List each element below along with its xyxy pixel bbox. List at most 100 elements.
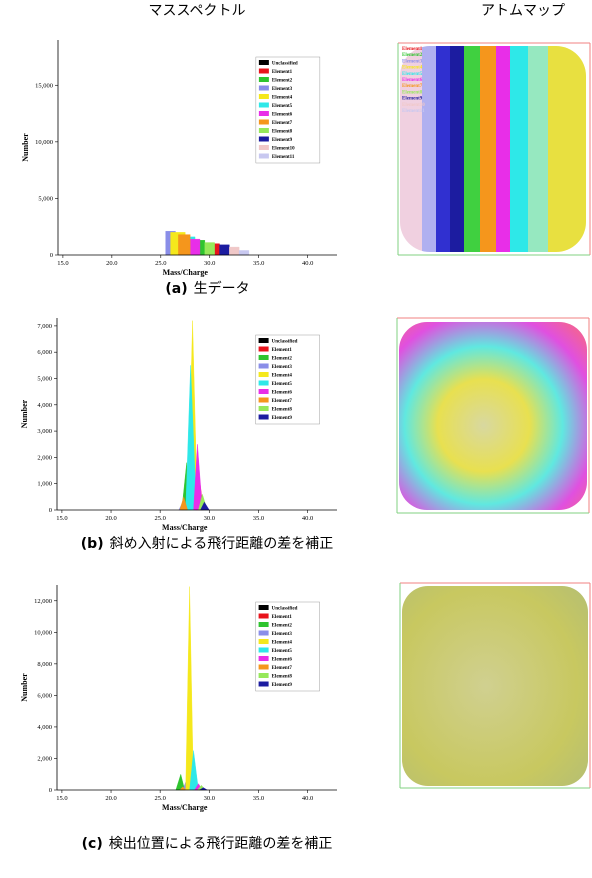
y-tick-label: 0 — [49, 787, 52, 794]
legend-label: Element9 — [272, 138, 293, 143]
panel-label: (c) — [82, 836, 103, 852]
atom-map — [397, 42, 591, 256]
map-legend-label: Element2 — [402, 53, 423, 58]
x-tick-label: 20.0 — [105, 795, 116, 802]
legend-label: Element8 — [272, 675, 293, 680]
legend-swatch — [258, 77, 269, 82]
x-tick-label: 35.0 — [253, 515, 264, 522]
panel-title: 生データ — [194, 280, 250, 297]
x-tick-label: 35.0 — [253, 260, 264, 267]
legend-label: Element5 — [272, 382, 293, 387]
legend-label: Element2 — [272, 624, 293, 629]
legend-label: Element7 — [272, 666, 293, 671]
legend-label: Element7 — [272, 121, 293, 126]
legend-swatch — [258, 389, 269, 394]
map-legend-label: Element3 — [402, 59, 423, 64]
y-tick-label: 4,000 — [37, 724, 52, 731]
legend-swatch — [258, 136, 269, 142]
x-axis-label: Mass/Charge — [162, 523, 208, 532]
atom-map — [399, 582, 591, 789]
legend-label: Element1 — [272, 70, 293, 75]
legend-swatch — [258, 380, 269, 386]
y-tick-label: 0 — [50, 252, 53, 259]
legend-swatch — [258, 630, 269, 636]
legend-label: Element5 — [272, 104, 293, 109]
legend-swatch — [258, 639, 269, 644]
legend-label: Element4 — [272, 374, 293, 379]
legend-label: Element8 — [272, 130, 293, 135]
y-tick-label: 3,000 — [37, 428, 52, 435]
panel-label: (a) — [165, 281, 187, 297]
legend-swatch — [258, 613, 269, 619]
peak-area — [185, 586, 194, 791]
legend-swatch — [258, 414, 269, 420]
y-tick-label: 10,000 — [35, 139, 53, 146]
legend-swatch — [258, 60, 269, 65]
legend-swatch — [258, 647, 269, 653]
x-axis-label: Mass/Charge — [162, 803, 208, 812]
legend-label: Element6 — [272, 113, 293, 118]
y-tick-label: 6,000 — [37, 349, 52, 356]
y-tick-label: 15,000 — [35, 82, 53, 89]
legend-swatch — [258, 397, 269, 403]
legend-label: Element2 — [272, 79, 293, 84]
legend-swatch — [258, 119, 269, 125]
caption: (a) 生データ — [165, 280, 249, 297]
x-tick-label: 15.0 — [56, 795, 67, 802]
map-legend-label: Element7 — [402, 84, 423, 89]
legend-label: Element1 — [272, 348, 293, 353]
y-tick-label: 2,000 — [37, 454, 52, 461]
legend-swatch — [258, 372, 269, 377]
map-legend-label: Element6 — [402, 78, 423, 83]
x-tick-label: 40.0 — [302, 515, 313, 522]
x-tick-label: 30.0 — [204, 260, 215, 267]
legend-swatch — [258, 145, 269, 150]
legend-swatch — [258, 85, 269, 91]
legend-label: Unclassified — [272, 62, 298, 67]
x-tick-label: 20.0 — [106, 260, 117, 267]
legend-label: Unclassified — [272, 607, 298, 612]
column-header: マススペクトル — [148, 3, 245, 19]
x-tick-label: 20.0 — [105, 515, 116, 522]
x-tick-label: 15.0 — [57, 260, 68, 267]
legend-swatch — [258, 622, 269, 627]
legend-label: Element4 — [272, 641, 293, 646]
y-tick-label: 0 — [49, 507, 52, 514]
x-tick-label: 30.0 — [204, 795, 215, 802]
legend-label: Element3 — [272, 632, 293, 637]
y-tick-label: 4,000 — [37, 402, 52, 409]
legend-swatch — [258, 94, 269, 99]
legend-swatch — [258, 605, 269, 610]
y-tick-label: 6,000 — [37, 692, 52, 699]
x-tick-label: 25.0 — [155, 260, 166, 267]
caption: (b) 斜め入射による飛行距離の差を補正 — [81, 535, 333, 552]
peak-area — [219, 244, 230, 256]
legend-label: Element3 — [272, 365, 293, 370]
map-legend-label: Element10 — [402, 103, 425, 108]
legend-label: Element2 — [272, 357, 293, 362]
peak-area — [189, 238, 201, 256]
legend-label: Element6 — [272, 658, 293, 663]
y-tick-label: 2,000 — [37, 755, 52, 762]
legend-swatch — [258, 153, 269, 159]
x-tick-label: 25.0 — [154, 515, 165, 522]
caption: (c) 検出位置による飛行距離の差を補正 — [82, 835, 333, 852]
legend-label: Element4 — [272, 96, 293, 101]
legend-label: Element8 — [272, 408, 293, 413]
map-legend-label: Element4 — [402, 66, 423, 71]
column-header: アトムマップ — [481, 3, 565, 19]
legend-swatch — [258, 68, 269, 74]
legend-label: Element10 — [272, 147, 295, 152]
panel-title: 検出位置による飛行距離の差を補正 — [109, 835, 333, 852]
map-legend-label: Element8 — [402, 90, 423, 95]
legend-label: Element9 — [272, 683, 293, 688]
legend-label: Element5 — [272, 649, 293, 654]
y-tick-label: 8,000 — [37, 661, 52, 668]
legend-swatch — [258, 346, 269, 352]
y-tick-label: 12,000 — [34, 598, 52, 605]
atom-map — [396, 317, 590, 514]
map-legend-label: Element11 — [402, 109, 425, 114]
x-axis-label: Mass/Charge — [163, 268, 209, 277]
map-legend-label: Element5 — [402, 72, 423, 77]
